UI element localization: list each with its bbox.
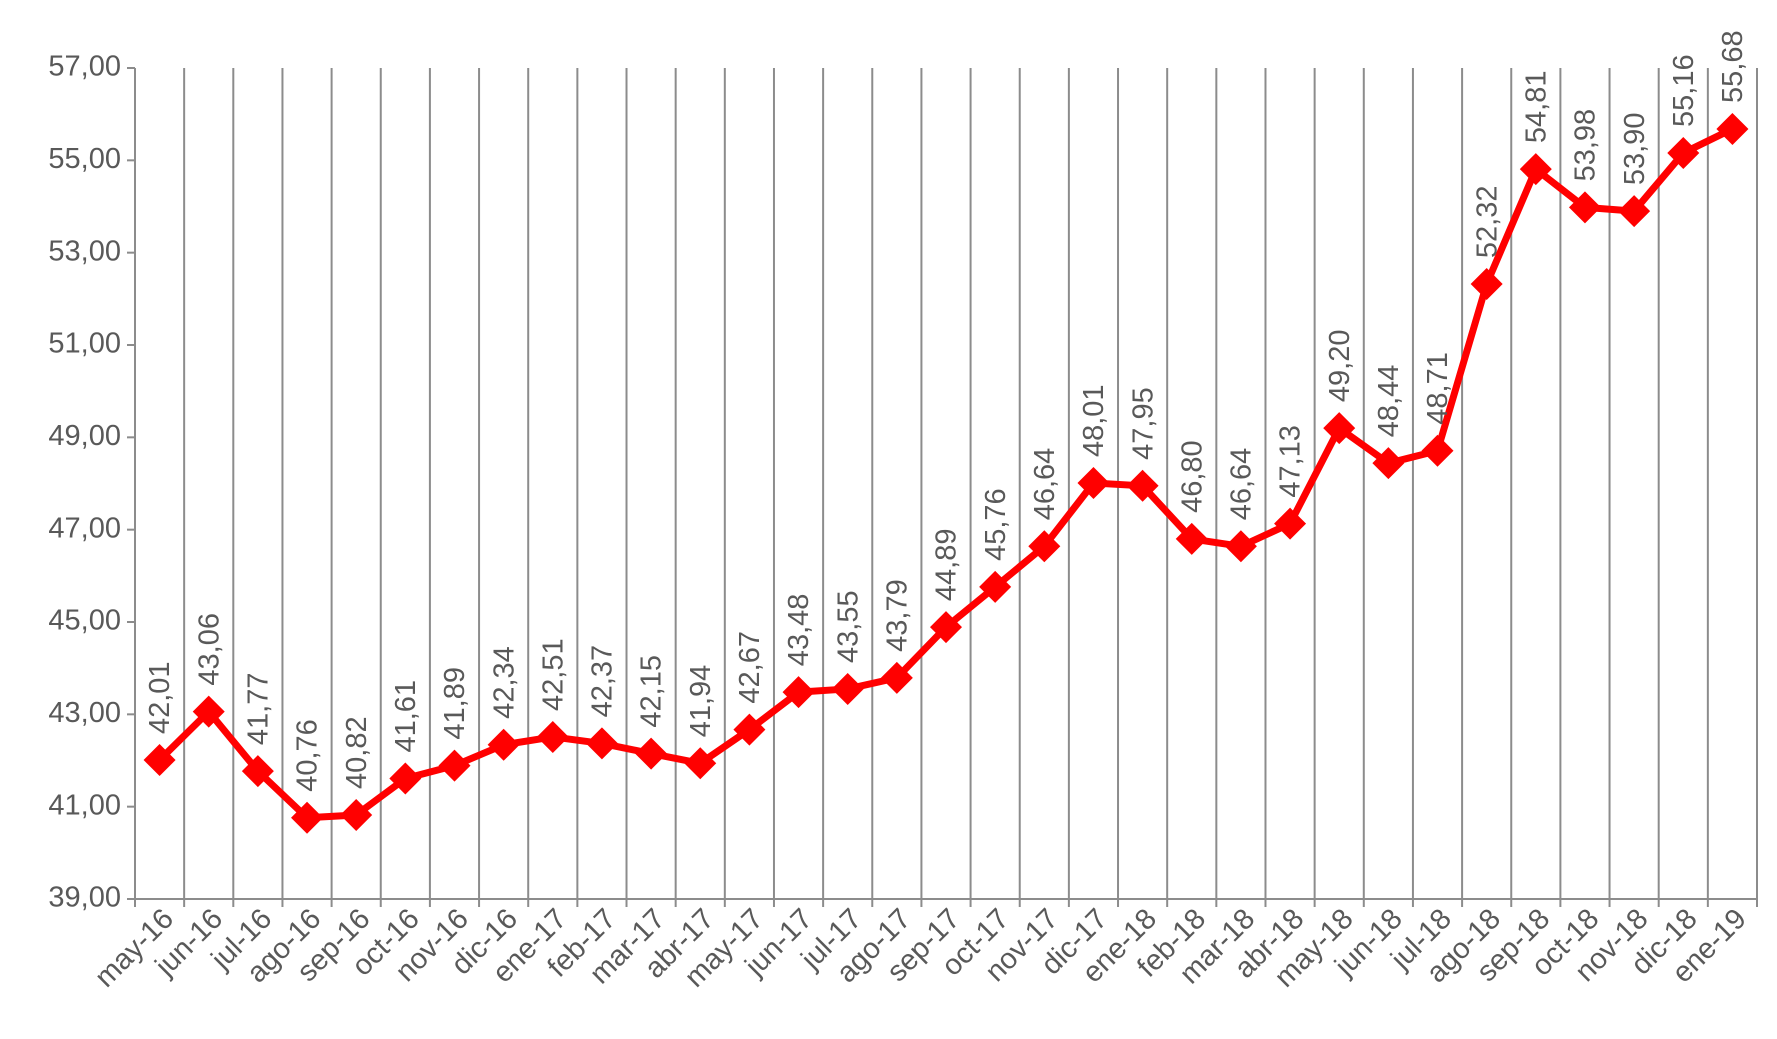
value-label: 48,44	[1373, 365, 1405, 438]
value-label: 42,34	[488, 646, 520, 719]
marker	[241, 755, 274, 788]
value-label: 40,76	[292, 719, 324, 792]
y-tick-label: 39,00	[48, 882, 121, 914]
value-label: 41,61	[390, 680, 422, 753]
value-label: 41,89	[439, 667, 471, 740]
marker	[1224, 530, 1257, 563]
value-label: 55,68	[1717, 30, 1749, 103]
y-tick-label: 53,00	[48, 235, 121, 267]
value-label: 42,37	[587, 645, 619, 718]
marker	[1175, 522, 1208, 555]
marker	[585, 727, 618, 760]
marker	[635, 737, 668, 770]
marker	[684, 747, 717, 780]
y-tick-label: 45,00	[48, 605, 121, 637]
value-label: 46,80	[1176, 440, 1208, 513]
value-label: 42,01	[144, 661, 176, 734]
value-label: 47,13	[1275, 425, 1307, 498]
marker	[1519, 153, 1552, 186]
marker	[782, 676, 815, 709]
marker	[1126, 469, 1159, 502]
marker	[831, 672, 864, 705]
value-label: 54,81	[1520, 71, 1552, 144]
value-label: 47,95	[1127, 387, 1159, 460]
value-label: 42,15	[636, 655, 668, 728]
marker	[1716, 112, 1749, 145]
marker	[979, 570, 1012, 603]
y-tick-label: 41,00	[48, 789, 121, 821]
y-tick-label: 47,00	[48, 512, 121, 544]
marker	[1568, 191, 1601, 224]
value-label: 43,79	[882, 579, 914, 652]
y-tick-label: 57,00	[48, 51, 121, 83]
marker	[1667, 136, 1700, 169]
value-label: 53,98	[1570, 109, 1602, 182]
value-label: 42,67	[734, 631, 766, 704]
y-tick-label: 49,00	[48, 420, 121, 452]
value-label: 41,77	[243, 673, 275, 746]
value-label: 40,82	[341, 716, 373, 789]
marker	[1028, 530, 1061, 563]
value-label: 43,48	[783, 594, 815, 667]
value-label: 55,16	[1668, 54, 1700, 127]
marker	[1323, 412, 1356, 445]
value-label: 41,94	[685, 665, 717, 738]
value-label: 53,90	[1619, 113, 1651, 186]
y-tick-label: 51,00	[48, 328, 121, 360]
value-label: 46,64	[1226, 448, 1258, 521]
marker	[1618, 195, 1651, 228]
marker	[536, 720, 569, 753]
marker	[930, 611, 962, 644]
y-tick-label: 55,00	[48, 143, 121, 175]
value-label: 52,32	[1471, 185, 1503, 258]
marker	[1077, 467, 1110, 500]
y-tick-label: 43,00	[48, 697, 121, 729]
marker	[1421, 434, 1454, 467]
marker	[340, 798, 373, 831]
marker	[1470, 268, 1503, 301]
value-label: 45,76	[980, 488, 1012, 561]
marker	[291, 801, 324, 834]
value-label: 42,51	[537, 638, 569, 711]
marker	[192, 695, 225, 728]
marker	[880, 661, 913, 694]
value-label: 43,06	[193, 613, 225, 686]
value-label: 48,01	[1078, 384, 1110, 457]
marker	[438, 749, 471, 782]
marker	[1372, 447, 1405, 480]
value-label: 43,55	[832, 590, 864, 663]
marker	[1274, 507, 1307, 540]
value-label: 46,64	[1029, 448, 1061, 521]
marker	[143, 744, 176, 777]
marker	[733, 713, 766, 746]
marker	[487, 728, 520, 761]
marker	[389, 762, 422, 795]
value-label: 49,20	[1324, 330, 1356, 403]
value-label: 48,71	[1422, 352, 1454, 425]
value-label: 44,89	[931, 529, 963, 602]
